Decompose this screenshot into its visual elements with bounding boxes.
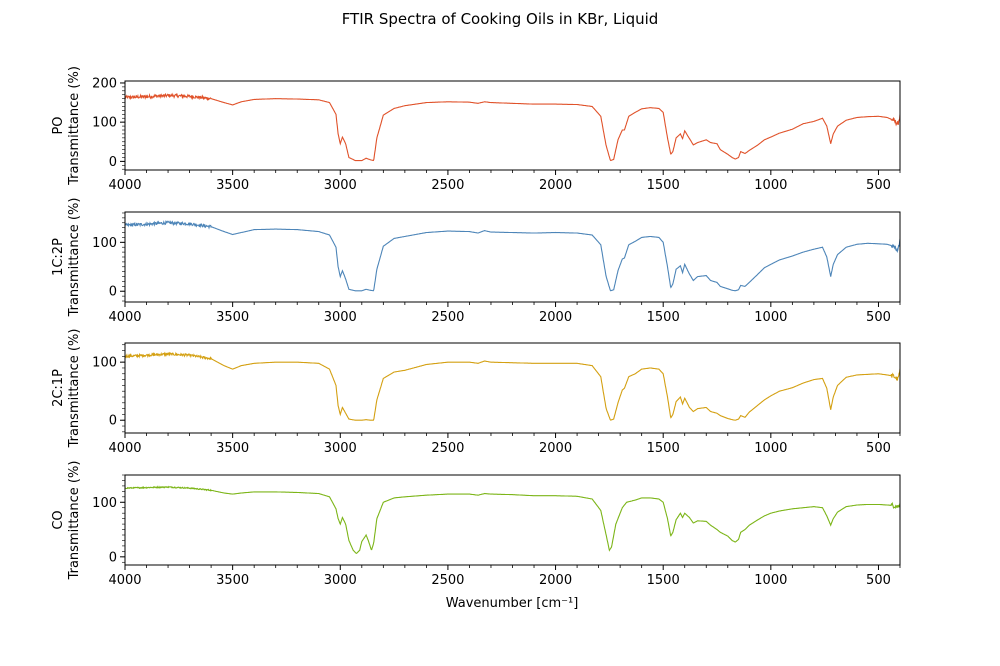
x-tick-label: 2000 (539, 178, 572, 193)
x-tick-label: 3500 (216, 441, 249, 456)
x-tick-label: 500 (866, 178, 891, 193)
spectra-panels: 4000 3500 3000 2500 2000 1500 1000 5000100200PO… (51, 66, 901, 588)
panel-1: 4000 3500 3000 2500 2000 1500 1000 500 0 100 1C:2P… (51, 198, 901, 325)
y-axis-title-3-1: Transmittance (%) (67, 461, 82, 581)
y-axis-title-1-1: Transmittance (%) (67, 198, 82, 318)
series-line-2 (125, 351, 900, 421)
x-tick-label: 500 (866, 573, 891, 588)
x-tick-label: 3500 (216, 310, 249, 325)
y-tick-label: 100 (92, 356, 117, 371)
y-tick-label: 0 (109, 550, 117, 565)
y-tick-label: 100 (92, 236, 117, 251)
series-line-1 (125, 220, 900, 292)
x-tick-label: 4000 (108, 441, 141, 456)
series-line-0 (125, 92, 900, 162)
y-tick-label: 100 (92, 116, 117, 131)
x-tick-label: 2000 (539, 573, 572, 588)
x-tick-label: 3000 (324, 573, 357, 588)
plot-frame-3 (124, 474, 901, 566)
series-line-3 (125, 485, 900, 554)
plot-frame-0 (124, 80, 901, 171)
x-tick-label: 3000 (324, 310, 357, 325)
x-tick-label: 500 (866, 310, 891, 325)
plot-frame-2 (124, 342, 901, 434)
y-axis-title-0-0: PO (51, 116, 66, 134)
x-tick-label: 1500 (647, 573, 680, 588)
y-tick-label: 0 (109, 414, 117, 429)
x-tick-label: 3000 (324, 178, 357, 193)
x-tick-label: 1000 (754, 573, 787, 588)
y-axis-title-0-1: Transmittance (%) (67, 66, 82, 186)
y-tick-label: 0 (109, 285, 117, 300)
y-axis-title-1-0: 1C:2P (51, 238, 66, 276)
y-tick-label: 200 (92, 76, 117, 91)
x-tick-label: 1500 (647, 441, 680, 456)
x-tick-label: 2500 (431, 573, 464, 588)
y-tick-label: 100 (92, 496, 117, 511)
figure-title: FTIR Spectra of Cooking Oils in KBr, Liq… (342, 10, 659, 28)
x-tick-label: 3000 (324, 441, 357, 456)
y-axis-title-3-0: CO (51, 510, 66, 529)
x-tick-label: 2500 (431, 441, 464, 456)
panel-0: 4000 3500 3000 2500 2000 1500 1000 500 0 100 200 PO… (51, 66, 901, 193)
x-tick-label: 4000 (108, 178, 141, 193)
x-tick-label: 1000 (754, 310, 787, 325)
x-tick-label: 1000 (754, 441, 787, 456)
plot-frame-1 (124, 211, 901, 303)
x-tick-label: 2500 (431, 310, 464, 325)
x-tick-label: 3500 (216, 573, 249, 588)
x-tick-label: 500 (866, 441, 891, 456)
x-tick-label: 4000 (108, 573, 141, 588)
x-tick-label: 2000 (539, 441, 572, 456)
y-axis-title-2-0: 2C:1P (51, 369, 66, 407)
panel-2: 4000 3500 3000 2500 2000 1500 1000 500 0 100 2C:1P… (51, 329, 901, 456)
x-tick-label: 1000 (754, 178, 787, 193)
y-tick-label: 0 (109, 155, 117, 170)
panel-3: 4000 3500 3000 2500 2000 1500 1000 500 0 100 CO Tra… (51, 461, 901, 588)
x-axis-title: Wavenumber [cm⁻¹] (446, 596, 579, 611)
x-tick-label: 2000 (539, 310, 572, 325)
y-axis-title-2-1: Transmittance (%) (67, 329, 82, 449)
x-tick-label: 1500 (647, 310, 680, 325)
x-tick-label: 4000 (108, 310, 141, 325)
x-tick-label: 2500 (431, 178, 464, 193)
x-tick-label: 1500 (647, 178, 680, 193)
x-tick-label: 3500 (216, 178, 249, 193)
